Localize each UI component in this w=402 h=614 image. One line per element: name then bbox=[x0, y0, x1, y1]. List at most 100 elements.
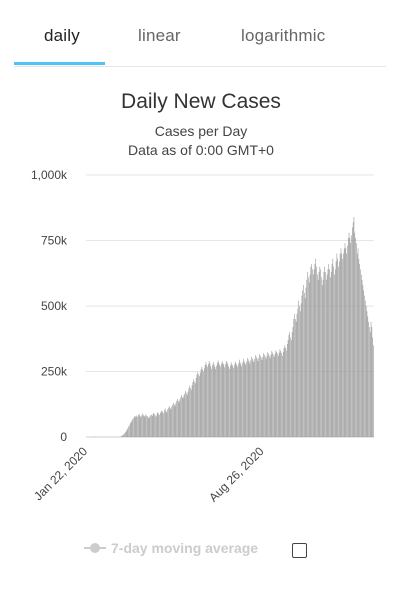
bar bbox=[164, 408, 166, 437]
bar bbox=[219, 364, 221, 437]
bar bbox=[152, 413, 154, 437]
bar bbox=[275, 350, 277, 437]
bar bbox=[357, 248, 359, 437]
bar bbox=[205, 362, 207, 437]
bar bbox=[266, 355, 268, 437]
bar bbox=[313, 269, 315, 437]
bar bbox=[340, 248, 342, 437]
bar bbox=[221, 361, 223, 437]
bar bbox=[147, 417, 149, 437]
bar bbox=[187, 391, 189, 437]
bar bbox=[347, 237, 349, 437]
bar bbox=[341, 253, 343, 437]
bar bbox=[244, 363, 246, 437]
bar bbox=[358, 258, 360, 437]
bar bbox=[290, 337, 291, 437]
bar bbox=[230, 365, 231, 437]
bar bbox=[312, 269, 313, 437]
y-tick-label: 1,000k bbox=[31, 168, 68, 182]
bar bbox=[264, 354, 265, 437]
bar bbox=[299, 311, 301, 437]
bar bbox=[261, 359, 263, 437]
bar bbox=[253, 362, 255, 437]
bar bbox=[369, 326, 370, 437]
bar bbox=[289, 332, 290, 437]
bar bbox=[236, 364, 238, 437]
bar bbox=[140, 417, 142, 437]
bar bbox=[344, 243, 346, 437]
bar bbox=[326, 279, 327, 437]
tab-daily[interactable]: daily bbox=[44, 26, 80, 45]
bar bbox=[331, 264, 333, 437]
bar bbox=[348, 232, 350, 437]
bar bbox=[186, 392, 187, 437]
bar bbox=[302, 290, 304, 437]
moving-average-checkbox[interactable] bbox=[292, 543, 307, 558]
bar bbox=[316, 266, 317, 437]
bar bbox=[272, 352, 273, 437]
bar bbox=[138, 413, 140, 437]
bar bbox=[366, 311, 368, 437]
tab-logarithmic[interactable]: logarithmic bbox=[241, 26, 326, 45]
bar bbox=[191, 385, 193, 437]
bar bbox=[238, 363, 239, 437]
bar bbox=[304, 298, 306, 437]
bar bbox=[136, 415, 138, 437]
bar bbox=[346, 253, 347, 437]
bar bbox=[369, 332, 371, 437]
bar bbox=[130, 421, 132, 437]
bar bbox=[204, 364, 206, 437]
chart-title: Daily New Cases bbox=[121, 90, 281, 113]
bar bbox=[277, 353, 278, 437]
bar bbox=[208, 361, 210, 437]
bar bbox=[251, 356, 252, 437]
bar bbox=[299, 306, 300, 437]
bar bbox=[350, 243, 352, 437]
bar bbox=[199, 372, 201, 437]
bar bbox=[228, 366, 229, 437]
bar bbox=[247, 357, 248, 437]
bar bbox=[237, 366, 238, 437]
bar bbox=[168, 406, 170, 437]
y-tick-label: 250k bbox=[41, 365, 68, 379]
bar bbox=[322, 279, 324, 437]
bar bbox=[264, 356, 266, 437]
y-tick-label: 0 bbox=[60, 430, 67, 444]
bar bbox=[224, 367, 225, 437]
bar bbox=[317, 279, 319, 437]
bar bbox=[218, 363, 220, 437]
bar bbox=[287, 340, 289, 437]
bar bbox=[234, 361, 236, 437]
bar bbox=[169, 408, 171, 437]
legend-item-moving-average[interactable]: 7-day moving average bbox=[84, 540, 258, 556]
bar bbox=[182, 398, 184, 437]
bar bbox=[330, 271, 332, 437]
bar bbox=[215, 368, 216, 437]
bar bbox=[141, 415, 142, 437]
bar bbox=[173, 402, 174, 437]
bar bbox=[276, 351, 277, 437]
bar bbox=[189, 385, 190, 437]
bar bbox=[151, 414, 152, 437]
bar bbox=[342, 258, 343, 437]
bar bbox=[334, 269, 336, 437]
bar bbox=[370, 321, 372, 437]
bar bbox=[139, 416, 141, 437]
bar bbox=[305, 287, 307, 437]
tab-linear[interactable]: linear bbox=[138, 26, 181, 45]
bar bbox=[263, 353, 264, 437]
bar bbox=[256, 358, 258, 437]
bar bbox=[249, 363, 251, 437]
bar bbox=[192, 381, 194, 437]
bar bbox=[182, 397, 183, 437]
bar bbox=[284, 345, 286, 437]
active-tab-indicator bbox=[14, 62, 105, 65]
bar bbox=[214, 366, 216, 437]
bar bbox=[123, 434, 125, 437]
bar bbox=[210, 366, 212, 437]
bar bbox=[315, 258, 317, 437]
bar bbox=[243, 358, 244, 437]
bar bbox=[323, 271, 325, 437]
bar bbox=[134, 416, 136, 437]
bar bbox=[278, 352, 280, 437]
